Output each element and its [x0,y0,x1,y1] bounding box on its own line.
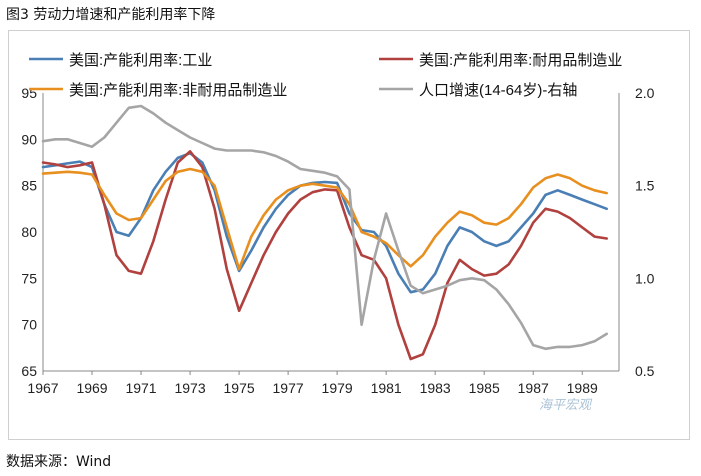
legend-label-nondurable: 美国:产能利用率:非耐用品制造业 [69,82,287,99]
line-chart: 65 70 75 80 85 90 95 0.5 1.0 1.5 2.0 1967 1969 1971 19… [21,52,654,412]
x-tick-label: 1987 [518,380,549,396]
x-tick-label: 1979 [322,380,353,396]
series-line-industry [41,151,609,294]
x-tick-label: 1977 [273,380,304,396]
x-tick-label: 1973 [174,380,205,396]
y-tick-label-left: 80 [21,224,37,240]
y-tick-label-left: 85 [21,178,37,194]
legend-label-industry: 美国:产能利用率:工业 [69,52,212,69]
y-tick-label-left: 90 [21,131,37,147]
source-note: 数据来源：Wind [6,454,112,470]
x-tick-label: 1971 [125,380,156,396]
series-layer [41,104,609,361]
y-tick-label-left: 70 [21,317,37,333]
x-tick-label: 1969 [76,380,107,396]
x-tick-label: 1981 [371,380,402,396]
figure-title: 图3 劳动力增速和产能利用率下降 [6,7,216,23]
series-line-population [41,104,609,351]
watermark-text: 海平宏观 [539,397,593,412]
y-tick-label-right: 2.0 [635,85,655,101]
x-tick-label: 1989 [567,380,598,396]
series-line-nondurable [41,167,609,271]
legend-label-durable: 美国:产能利用率:耐用品制造业 [419,52,622,69]
y-tick-label-left: 65 [21,363,37,379]
y-tick-label-right: 1.0 [635,270,655,286]
y-tick-label-left: 95 [21,85,37,101]
y-tick-label-right: 0.5 [635,363,655,379]
watermark: 海平宏观 [539,397,593,412]
x-tick-label: 1967 [27,380,58,396]
x-tick-label: 1983 [420,380,451,396]
series-line-durable [41,150,609,361]
x-tick-label: 1985 [469,380,500,396]
legend-label-population: 人口增速(14-64岁)-右轴 [419,82,577,99]
y-tick-label-left: 75 [21,270,37,286]
legend: 美国:产能利用率:工业 美国:产能利用率:耐用品制造业美国:产能利用率:非耐用品制… [29,52,622,99]
x-tick-label: 1975 [224,380,255,396]
chart-frame: 65 70 75 80 85 90 95 0.5 1.0 1.5 2.0 1967 1969 1971 19… [8,30,690,440]
y-tick-label-right: 1.5 [635,178,655,194]
axes-layer: 65 70 75 80 85 90 95 0.5 1.0 1.5 2.0 1967 1969 1971 19… [21,85,654,396]
